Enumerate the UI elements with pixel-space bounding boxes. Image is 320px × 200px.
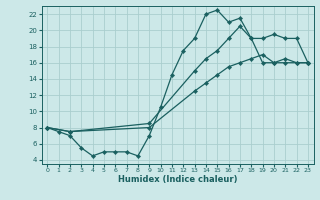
X-axis label: Humidex (Indice chaleur): Humidex (Indice chaleur) bbox=[118, 175, 237, 184]
